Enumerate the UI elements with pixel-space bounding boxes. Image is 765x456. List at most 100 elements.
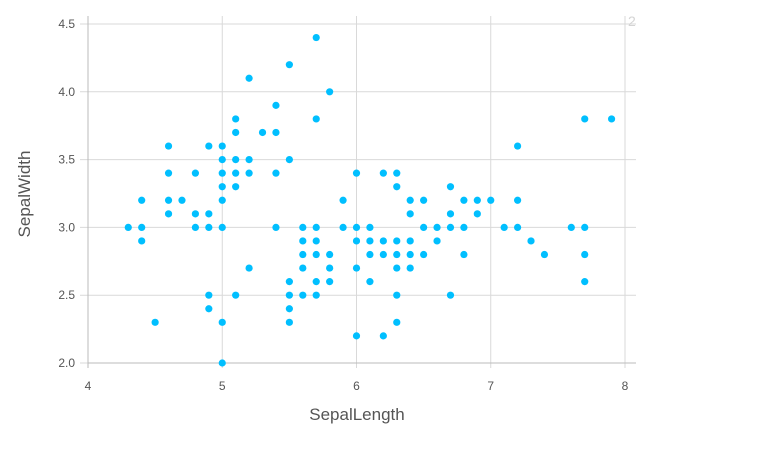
data-point[interactable] <box>299 264 307 272</box>
data-point[interactable] <box>164 210 173 218</box>
data-point[interactable] <box>581 115 589 123</box>
data-point[interactable] <box>460 250 468 259</box>
data-point[interactable] <box>352 223 361 231</box>
data-point[interactable] <box>191 210 199 218</box>
data-point[interactable] <box>446 183 455 191</box>
data-point[interactable] <box>366 250 374 259</box>
data-point[interactable] <box>138 237 146 245</box>
data-point[interactable] <box>285 278 293 286</box>
data-point[interactable] <box>218 223 226 231</box>
data-point[interactable] <box>124 223 132 231</box>
data-point[interactable] <box>406 196 414 204</box>
data-point[interactable] <box>473 196 481 204</box>
data-point[interactable] <box>352 264 361 272</box>
data-point[interactable] <box>379 332 387 340</box>
data-point[interactable] <box>312 115 320 123</box>
data-point[interactable] <box>379 237 387 245</box>
data-point[interactable] <box>299 223 307 231</box>
data-point[interactable] <box>514 142 522 150</box>
data-point[interactable] <box>272 169 280 177</box>
data-point[interactable] <box>312 291 320 299</box>
data-point[interactable] <box>272 128 280 137</box>
data-point[interactable] <box>406 210 414 218</box>
data-point[interactable] <box>178 196 186 204</box>
data-point[interactable] <box>339 223 347 231</box>
data-point[interactable] <box>191 223 199 231</box>
data-point[interactable] <box>393 169 401 177</box>
data-point[interactable] <box>607 115 616 123</box>
data-point[interactable] <box>352 332 361 340</box>
data-point[interactable] <box>245 156 253 164</box>
data-point[interactable] <box>406 237 414 245</box>
data-point[interactable] <box>446 291 455 299</box>
data-point[interactable] <box>487 196 495 204</box>
data-point[interactable] <box>232 115 240 123</box>
data-point[interactable] <box>446 223 455 231</box>
data-point[interactable] <box>326 264 334 272</box>
data-point[interactable] <box>312 237 320 245</box>
data-point[interactable] <box>218 156 226 164</box>
data-point[interactable] <box>366 278 374 286</box>
data-point[interactable] <box>312 250 320 259</box>
data-point[interactable] <box>272 101 280 109</box>
data-point[interactable] <box>379 169 387 177</box>
data-point[interactable] <box>205 223 213 231</box>
data-point[interactable] <box>379 250 387 259</box>
data-point[interactable] <box>433 223 441 231</box>
data-point[interactable] <box>567 223 575 231</box>
data-point[interactable] <box>393 250 401 259</box>
data-point[interactable] <box>312 33 320 42</box>
data-point[interactable] <box>326 250 334 259</box>
data-point[interactable] <box>151 318 159 326</box>
data-point[interactable] <box>218 318 226 326</box>
data-point[interactable] <box>245 169 253 177</box>
data-point[interactable] <box>514 196 522 204</box>
data-point[interactable] <box>352 169 361 177</box>
data-point[interactable] <box>245 264 253 272</box>
data-point[interactable] <box>218 169 226 177</box>
data-point[interactable] <box>191 169 199 177</box>
data-point[interactable] <box>500 223 508 231</box>
data-point[interactable] <box>366 237 374 245</box>
data-point[interactable] <box>232 128 240 137</box>
data-point[interactable] <box>285 291 293 299</box>
data-point[interactable] <box>393 318 401 326</box>
data-point[interactable] <box>218 196 226 204</box>
data-point[interactable] <box>339 196 347 204</box>
data-point[interactable] <box>218 183 226 191</box>
data-point[interactable] <box>205 305 213 313</box>
data-point[interactable] <box>164 169 173 177</box>
data-point[interactable] <box>138 223 146 231</box>
data-point[interactable] <box>473 210 481 218</box>
data-point[interactable] <box>299 237 307 245</box>
data-point[interactable] <box>232 183 240 191</box>
data-point[interactable] <box>138 196 146 204</box>
data-point[interactable] <box>285 156 293 164</box>
data-point[interactable] <box>232 169 240 177</box>
data-point[interactable] <box>460 196 468 204</box>
data-point[interactable] <box>514 223 522 231</box>
data-point[interactable] <box>326 278 334 286</box>
data-point[interactable] <box>581 250 589 259</box>
data-point[interactable] <box>460 223 468 231</box>
data-point[interactable] <box>366 223 374 231</box>
data-point[interactable] <box>406 250 414 259</box>
data-point[interactable] <box>205 142 213 150</box>
data-point[interactable] <box>312 223 320 231</box>
data-point[interactable] <box>352 237 361 245</box>
data-point[interactable] <box>232 291 240 299</box>
data-point[interactable] <box>527 237 535 245</box>
data-point[interactable] <box>164 196 173 204</box>
data-point[interactable] <box>205 291 213 299</box>
data-point[interactable] <box>420 196 428 204</box>
data-point[interactable] <box>218 142 226 150</box>
data-point[interactable] <box>393 237 401 245</box>
data-point[interactable] <box>164 142 173 150</box>
data-point[interactable] <box>299 250 307 259</box>
data-point[interactable] <box>218 359 226 367</box>
data-point[interactable] <box>433 237 441 245</box>
data-point[interactable] <box>285 61 293 69</box>
data-point[interactable] <box>420 250 428 259</box>
data-point[interactable] <box>205 210 213 218</box>
data-point[interactable] <box>272 223 280 231</box>
